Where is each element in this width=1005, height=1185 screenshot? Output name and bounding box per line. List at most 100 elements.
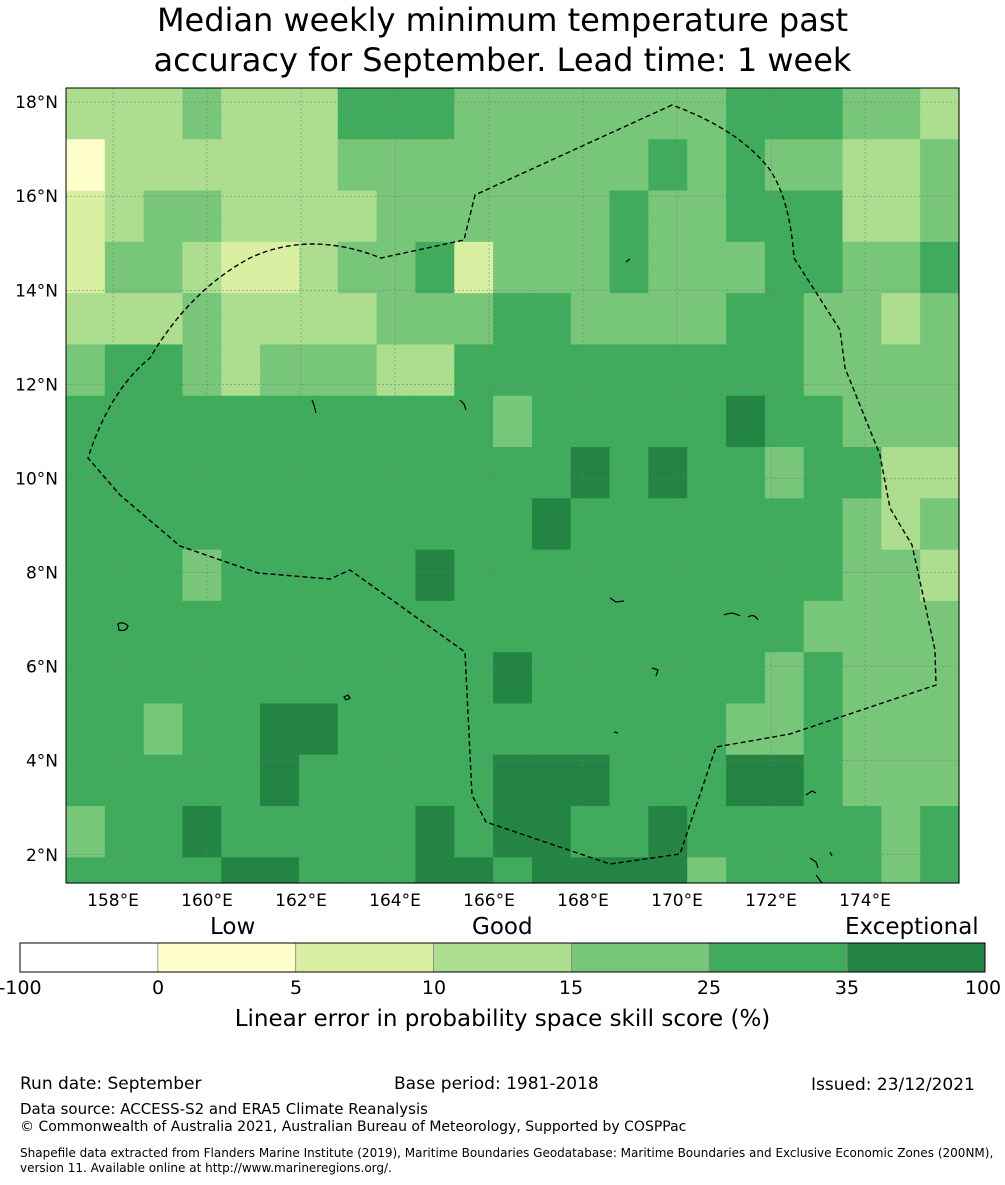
- grid-cell: [842, 780, 882, 807]
- latitude-label: 14°N: [15, 281, 58, 301]
- grid-cell: [920, 164, 960, 192]
- longitude-label: 164°E: [369, 891, 421, 911]
- grid-cell: [104, 857, 145, 884]
- longitude-label: 168°E: [557, 891, 609, 911]
- grid-cell: [803, 549, 844, 576]
- grid-cell: [570, 164, 611, 192]
- grid-cell: [920, 626, 960, 653]
- grid-cell: [337, 421, 378, 448]
- grid-cell: [570, 395, 611, 422]
- grid-cell: [687, 549, 727, 576]
- grid-cell: [66, 139, 106, 166]
- grid-cell: [66, 267, 106, 294]
- latitude-label: 18°N: [15, 93, 58, 113]
- grid-cell: [221, 164, 261, 192]
- grid-cell: [337, 677, 378, 705]
- grid-cell: [881, 113, 921, 140]
- grid-cell: [493, 703, 533, 730]
- grid-cell: [376, 677, 417, 705]
- grid-cell: [182, 318, 222, 346]
- grid-cell: [260, 293, 300, 320]
- grid-cell: [842, 857, 882, 884]
- grid-cell: [221, 190, 261, 217]
- grid-cell: [803, 421, 844, 448]
- grid-cell: [570, 523, 611, 551]
- grid-cell: [570, 216, 611, 243]
- grid-cell: [570, 575, 611, 602]
- grid-cell: [260, 729, 300, 756]
- grid-cell: [337, 88, 378, 115]
- grid-cell: [531, 729, 572, 756]
- grid-cell: [687, 857, 727, 884]
- grid-cell: [182, 857, 222, 884]
- grid-cell: [66, 729, 106, 756]
- grid-cell: [842, 267, 882, 294]
- grid-cell: [66, 293, 106, 320]
- grid-cell: [531, 318, 572, 346]
- grid-cell: [609, 626, 649, 653]
- grid-cell: [648, 164, 688, 192]
- grid-cell: [376, 549, 417, 576]
- grid-cell: [260, 831, 300, 858]
- grid-cell: [920, 344, 960, 371]
- grid-cell: [648, 831, 688, 858]
- grid-cell: [376, 267, 417, 294]
- grid-cell: [454, 523, 494, 551]
- grid-cell: [726, 395, 766, 422]
- grid-cell: [493, 88, 533, 115]
- grid-cell: [842, 498, 882, 525]
- grid-cell: [648, 703, 688, 730]
- grid-cell: [842, 88, 882, 115]
- grid-cell: [376, 806, 417, 833]
- grid-cell: [415, 652, 455, 679]
- colorbar-tick: 35: [834, 977, 860, 999]
- grid-cell: [764, 575, 805, 602]
- grid-cell: [687, 344, 727, 371]
- grid-cell: [920, 370, 960, 397]
- grid-cell: [531, 139, 572, 166]
- grid-cell: [182, 113, 222, 140]
- grid-cell: [609, 549, 649, 576]
- grid-cell: [726, 677, 766, 705]
- grid-cell: [66, 857, 106, 884]
- grid-cell: [726, 575, 766, 602]
- grid-cell: [221, 780, 261, 807]
- grid-cell: [648, 549, 688, 576]
- grid-cell: [260, 421, 300, 448]
- grid-cell: [648, 472, 688, 499]
- grid-cell: [454, 780, 494, 807]
- grid-cell: [570, 857, 611, 884]
- grid-cell: [803, 575, 844, 602]
- grid-cell: [881, 421, 921, 448]
- grid-cell: [493, 318, 533, 346]
- grid-cell: [182, 370, 222, 397]
- grid-cell: [337, 575, 378, 602]
- grid-cell: [182, 626, 222, 653]
- colorbar-tick: 25: [696, 977, 722, 999]
- grid-cell: [143, 216, 184, 243]
- grid-cell: [221, 344, 261, 371]
- grid-cell: [609, 575, 649, 602]
- grid-cell: [104, 575, 145, 602]
- grid-cell: [221, 447, 261, 474]
- grid-cell: [803, 754, 844, 782]
- grid-cell: [260, 754, 300, 782]
- grid-cell: [648, 447, 688, 474]
- grid-cell: [454, 216, 494, 243]
- grid-cell: [415, 190, 455, 217]
- grid-cell: [570, 729, 611, 756]
- grid-cell: [454, 164, 494, 192]
- grid-cell: [570, 447, 611, 474]
- grid-cell: [764, 652, 805, 679]
- grid-cell: [415, 703, 455, 730]
- grid-cell: [531, 549, 572, 576]
- grid-cell: [298, 344, 339, 371]
- grid-cell: [842, 677, 882, 705]
- grid-cell: [454, 677, 494, 705]
- grid-cell: [337, 549, 378, 576]
- grid-cell: [881, 498, 921, 525]
- grid-cell: [104, 190, 145, 217]
- grid-cell: [337, 729, 378, 756]
- grid-cell: [221, 113, 261, 140]
